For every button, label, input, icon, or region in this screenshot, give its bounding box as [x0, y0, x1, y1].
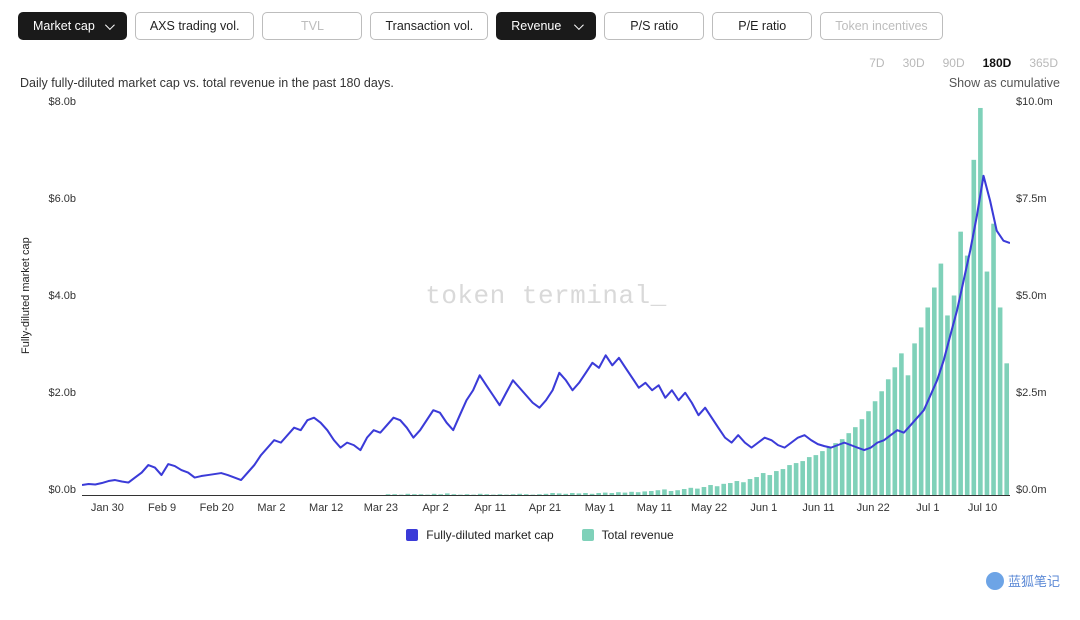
metric-button[interactable]: AXS trading vol. [135, 12, 255, 40]
legend-item: Total revenue [582, 528, 674, 542]
metric-toolbar: Market cap AXS trading vol.TVL Transaction… [18, 12, 1062, 40]
legend-item: Fully-diluted market cap [406, 528, 553, 542]
y-left-label: Fully-diluted market cap [18, 96, 34, 496]
timeframe-selector: 7D 30D 90D 180D 365D [18, 40, 1062, 76]
source-badge: 蓝狐笔记 [986, 571, 1060, 590]
y-right-axis: $10.0m$7.5m$5.0m$2.5m$0.0m [1010, 96, 1062, 496]
metric-button[interactable]: P/S ratio [604, 12, 704, 40]
timeframe-option[interactable]: 365D [1029, 56, 1058, 70]
chevron-down-icon [574, 19, 581, 33]
chevron-down-icon [105, 19, 112, 33]
metric-button[interactable]: Transaction vol. [370, 12, 488, 40]
metric-button[interactable]: P/E ratio [712, 12, 812, 40]
timeframe-option[interactable]: 90D [943, 56, 965, 70]
metric-button[interactable]: Token incentives [820, 12, 942, 40]
chart-svg [82, 96, 1010, 495]
metric-button[interactable]: Market cap [18, 12, 127, 40]
timeframe-option[interactable]: 180D [983, 56, 1012, 70]
metric-button[interactable]: TVL [262, 12, 362, 40]
x-axis: Jan 30Feb 9Feb 20Mar 2Mar 12Mar 23Apr 2A… [80, 496, 1010, 514]
show-cumulative-link[interactable]: Show as cumulative [949, 76, 1060, 90]
chart-plot: token terminal_ [82, 96, 1010, 496]
chart-legend: Fully-diluted market cap Total revenue [18, 514, 1062, 546]
chart-subtitle: Daily fully-diluted market cap vs. total… [20, 76, 394, 90]
metric-button[interactable]: Revenue [496, 12, 596, 40]
source-icon [986, 572, 1004, 590]
timeframe-option[interactable]: 7D [869, 56, 884, 70]
timeframe-option[interactable]: 30D [903, 56, 925, 70]
y-left-axis: $8.0b$6.0b$4.0b$2.0b$0.0b [34, 96, 82, 496]
